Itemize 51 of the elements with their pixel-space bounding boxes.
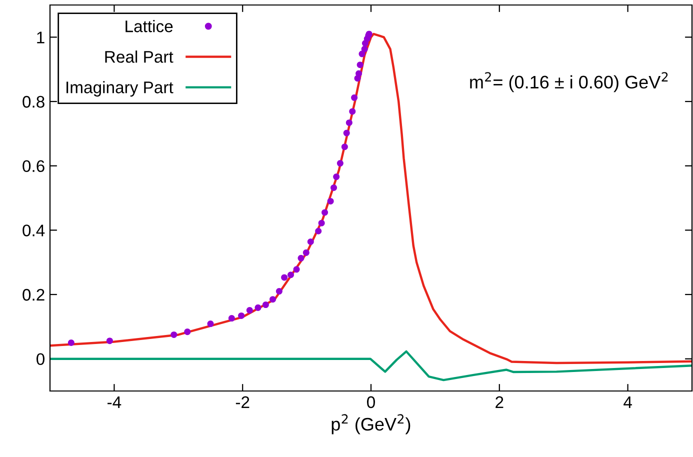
- point: [270, 296, 276, 303]
- legend-label: Lattice: [126, 20, 173, 32]
- point: [356, 62, 364, 68]
- legend-label: Imaginary Part: [66, 81, 174, 97]
- point: [330, 184, 338, 191]
- point: [336, 160, 344, 167]
- point: [293, 266, 300, 273]
- y-tick-label: 0.6: [22, 160, 44, 172]
- annotation: m$^{2}$= (0.16 ± i 0.60) GeV$^{2}$: [470, 72, 668, 92]
- point: [68, 339, 74, 346]
- point: [276, 288, 282, 295]
- point: [341, 144, 348, 150]
- point: [228, 315, 235, 322]
- point: [287, 272, 294, 278]
- y-tick-label: 0: [36, 353, 44, 366]
- point: [106, 338, 113, 344]
- x-tick-label: -2: [236, 396, 250, 408]
- x-axis-title: p$^{2}$ (GeV$^{2}$): [332, 414, 410, 434]
- point: [298, 254, 304, 262]
- legend-label: Real Part: [105, 50, 174, 63]
- point: [307, 238, 314, 246]
- point: [238, 312, 245, 319]
- y-tick-label: 0.4: [22, 224, 45, 236]
- point: [262, 302, 269, 308]
- point: [184, 328, 191, 336]
- point: [322, 209, 328, 216]
- point: [351, 94, 358, 101]
- y-tick-label: 0.2: [22, 288, 44, 301]
- point: [327, 198, 334, 204]
- point: [349, 108, 356, 115]
- point: [254, 304, 262, 311]
- point: [318, 220, 325, 226]
- x-tick-label: 2: [496, 396, 504, 408]
- point: [361, 46, 368, 52]
- line-series: [50, 350, 692, 382]
- point: [333, 174, 340, 180]
- point: [302, 249, 310, 256]
- y-tick-label: 0.8: [22, 96, 44, 108]
- point: [246, 307, 253, 314]
- y-tick-label: 1: [37, 32, 44, 44]
- x-tick-label: -4: [108, 396, 122, 408]
- point: [207, 320, 214, 328]
- point: [315, 228, 322, 234]
- x-tick-label: 4: [624, 396, 632, 408]
- line-series: [50, 32, 692, 364]
- point: [356, 70, 362, 77]
- point: [346, 119, 352, 126]
- point: [281, 274, 288, 281]
- point: [343, 130, 350, 136]
- point: [170, 331, 178, 338]
- x-tick-label: 0: [367, 396, 375, 408]
